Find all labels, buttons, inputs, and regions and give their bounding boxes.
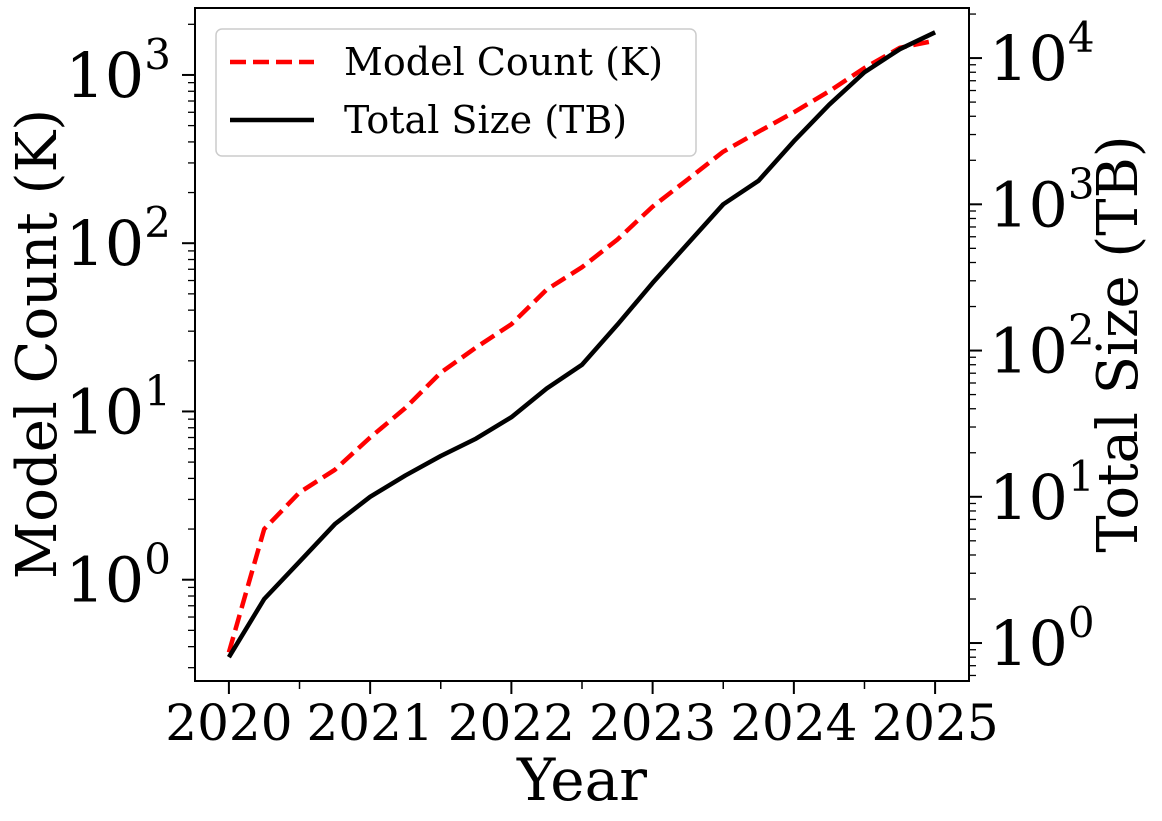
y-axis-label-left: Model Count (K): [5, 109, 70, 579]
x-tick-label: 2021: [307, 694, 434, 752]
axes-layer: 2020 2021 2022 2023 2024 2025 100 101 102 103 100 1…: [65, 13, 1094, 752]
y-tick-label-right: 103: [989, 159, 1095, 241]
y-tick-label-right: 102: [989, 306, 1095, 388]
series-layer: [226, 30, 937, 659]
y-tick-label-left: 102: [65, 198, 171, 280]
legend-label-total-size: Total Size (TB): [344, 98, 627, 142]
y-tick-label-right: 101: [989, 452, 1095, 534]
y-tick-label-left: 100: [65, 535, 171, 617]
y-axis-label-right: Total Size (TB): [1086, 135, 1151, 552]
y-tick-label-right: 100: [989, 598, 1095, 680]
x-tick-label: 2022: [448, 694, 575, 752]
y-tick-label-right: 104: [989, 13, 1095, 95]
series-line-model-count: [226, 38, 936, 653]
y-tick-label-left: 101: [65, 366, 171, 448]
x-tick-label: 2024: [730, 694, 857, 752]
y-tick-label-left: 103: [65, 30, 171, 112]
x-axis-label: Year: [516, 746, 647, 814]
legend: Model Count (K) Total Size (TB): [215, 28, 697, 157]
x-tick-label: 2020: [165, 694, 292, 752]
x-tick-label: 2023: [589, 694, 716, 752]
series-line-total-size: [226, 30, 937, 659]
x-tick-label: 2025: [871, 694, 998, 752]
legend-label-model-count: Model Count (K): [344, 40, 663, 84]
legend-frame: [215, 28, 697, 157]
